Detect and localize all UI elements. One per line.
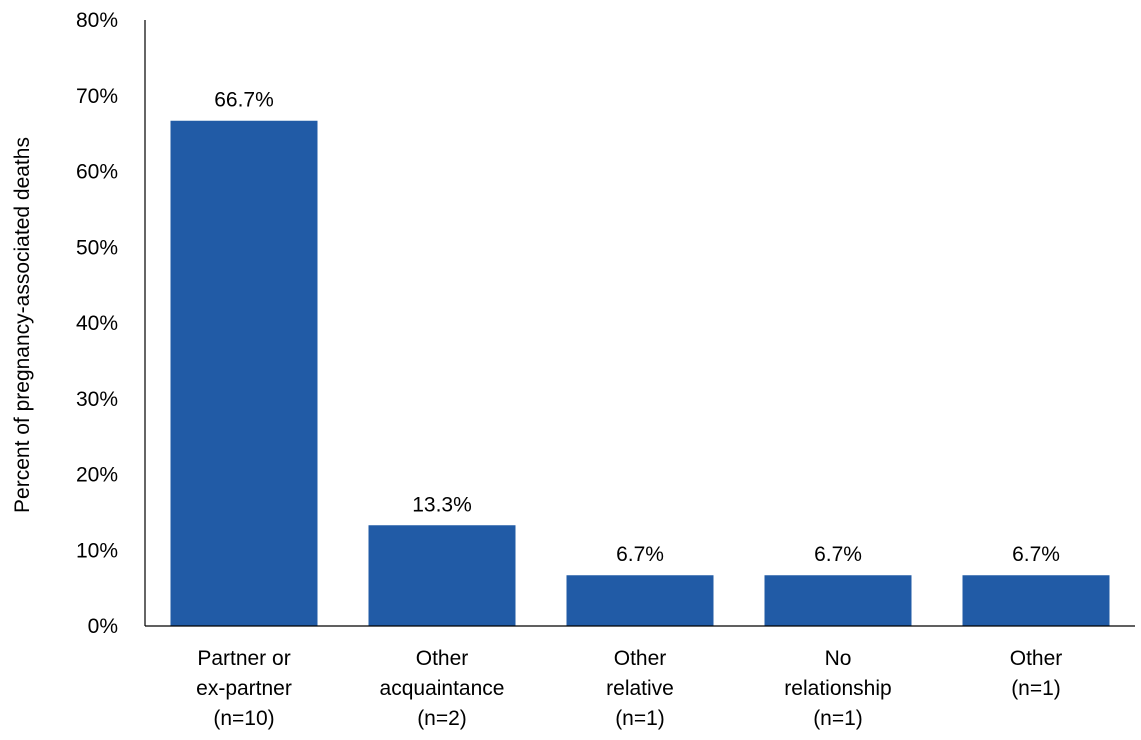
- y-tick-label: 50%: [76, 236, 118, 259]
- category-label: (n=1): [813, 707, 863, 730]
- bar: [368, 525, 516, 626]
- data-label: 6.7%: [1012, 543, 1060, 566]
- category-label: acquaintance: [380, 677, 505, 700]
- y-tick-label: 20%: [76, 464, 118, 487]
- data-label: 6.7%: [814, 543, 862, 566]
- bars: [170, 120, 1110, 626]
- category-label: Other: [1010, 647, 1063, 670]
- y-tick-label: 70%: [76, 85, 118, 108]
- y-tick-label: 60%: [76, 161, 118, 184]
- y-axis-title: Percent of pregnancy-associated deaths: [11, 137, 34, 513]
- y-tick-label: 10%: [76, 539, 118, 562]
- bar: [764, 575, 912, 626]
- y-tick-label: 30%: [76, 388, 118, 411]
- bar: [962, 575, 1110, 626]
- category-label: ex-partner: [196, 677, 292, 700]
- axes: [144, 20, 1135, 627]
- category-labels: Partner or ex-partner (n=10) Other acquainta…: [196, 647, 1062, 730]
- data-label: 13.3%: [412, 493, 472, 516]
- category-label: No: [825, 647, 852, 670]
- category-label: relationship: [784, 677, 891, 700]
- category-label: Other: [614, 647, 667, 670]
- category-label: Partner or: [197, 647, 290, 670]
- bar: [170, 120, 318, 626]
- y-tick-label: 0%: [88, 615, 118, 638]
- category-label: relative: [606, 677, 674, 700]
- category-label: (n=10): [213, 707, 274, 730]
- y-axis-title-group: Percent of pregnancy-associated deaths: [11, 137, 34, 513]
- category-label: (n=2): [417, 707, 467, 730]
- category-label: Other: [416, 647, 469, 670]
- data-label: 6.7%: [616, 543, 664, 566]
- category-label: (n=1): [615, 707, 665, 730]
- data-label: 66.7%: [214, 89, 274, 112]
- category-label: (n=1): [1011, 677, 1061, 700]
- bar: [566, 575, 714, 626]
- y-tick-labels: 0% 10% 20% 30% 40% 50% 60% 70% 80%: [76, 9, 118, 638]
- y-tick-label: 40%: [76, 312, 118, 335]
- y-tick-label: 80%: [76, 9, 118, 32]
- data-labels: 66.7% 13.3% 6.7% 6.7% 6.7%: [214, 89, 1060, 567]
